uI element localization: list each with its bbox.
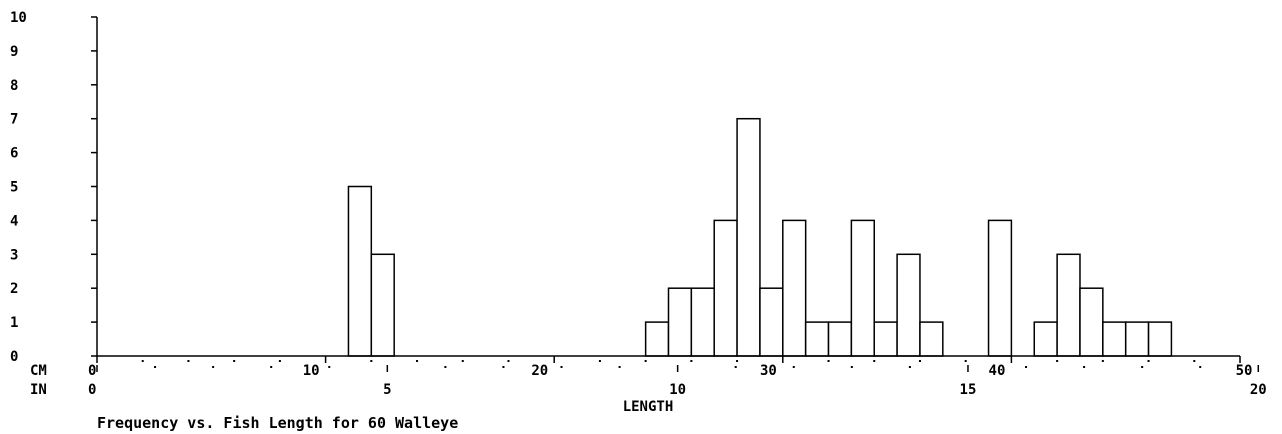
y-tick-label: 2 [10, 281, 18, 297]
x-minor-tick-in [1141, 366, 1144, 368]
histogram-bar [667, 287, 693, 357]
y-ticks [91, 16, 97, 357]
x-minor-tick [1056, 360, 1059, 362]
histogram-bar [690, 287, 715, 357]
x-minor-tick-in [328, 366, 331, 368]
x-minor-tick-in [618, 366, 621, 368]
histogram-bar [370, 253, 395, 357]
histogram-bar [347, 185, 373, 357]
histogram-bar [782, 219, 807, 357]
histogram-bar [987, 219, 1013, 357]
x-minor-tick [370, 360, 373, 362]
x-minor-tick [233, 360, 236, 362]
x-tick-labels-in: 0 5 10 15 20 [88, 382, 1267, 398]
x-minor-tick [736, 360, 739, 362]
histogram-bar [1033, 321, 1058, 357]
histogram-bar [644, 321, 670, 357]
y-tick-label: 3 [10, 247, 18, 263]
x-tick-label-cm: 0 [88, 363, 96, 379]
x-minor-tick-in [154, 366, 157, 368]
x-tick-label-cm: 50 [1236, 363, 1253, 379]
histogram-bar [1147, 321, 1173, 357]
x-tick-label-in: 0 [88, 382, 96, 398]
x-minor-tick [507, 360, 510, 362]
x-minor-tick [416, 360, 419, 362]
x-minor-tick-in [1083, 366, 1086, 368]
x-minor-tick [1101, 360, 1104, 362]
histogram-bar [1124, 321, 1150, 357]
histogram-bar [1102, 321, 1127, 357]
histogram-bar [919, 321, 944, 357]
x-minor-tick [918, 360, 921, 362]
x-minor-tick-in [850, 366, 853, 368]
x-minor-tick-in [734, 366, 737, 368]
histogram-bar [804, 321, 830, 357]
y-tick-label: 9 [10, 44, 18, 60]
histogram-bar [850, 219, 875, 357]
histogram-bar [759, 287, 784, 357]
x-tick-label-cm: 10 [303, 363, 320, 379]
x-tick-label-cm: 40 [989, 363, 1006, 379]
x-unit-label-in: IN [30, 382, 47, 398]
y-tick-label: 10 [10, 10, 27, 26]
x-minor-tick [187, 360, 190, 362]
x-minor-tick [873, 360, 876, 362]
x-minor-tick [964, 360, 967, 362]
x-minor-tick [598, 360, 601, 362]
y-tick-label: 0 [10, 349, 18, 365]
histogram-bar [827, 321, 853, 357]
x-tick-label-cm: 30 [760, 363, 777, 379]
y-tick-label: 8 [10, 78, 18, 94]
x-unit-label-cm: CM [30, 363, 47, 379]
y-tick-label: 6 [10, 146, 18, 162]
x-tick-label-in: 5 [383, 382, 391, 398]
chart-title: Frequency vs. Fish Length for 60 Walleye [97, 414, 458, 432]
x-minor-tick [1193, 360, 1196, 362]
histogram-bar [896, 253, 921, 357]
y-tick-label: 5 [10, 180, 18, 196]
y-tick-labels: 0 1 2 3 4 5 6 7 8 9 10 [10, 10, 27, 365]
x-minor-tick [461, 360, 464, 362]
x-minor-tick [827, 360, 830, 362]
x-minor-tick-in [444, 366, 447, 368]
x-minor-tick-in [502, 366, 505, 368]
x-minor-tick-in [908, 366, 911, 368]
x-minor-tick [690, 360, 693, 362]
x-axis-title: LENGTH [623, 399, 674, 415]
histogram-bar [1056, 253, 1081, 357]
x-minor-tick-in [1025, 366, 1028, 368]
x-tick-label-in: 20 [1250, 382, 1267, 398]
x-tick-labels-cm: 0 10 20 30 40 50 [88, 363, 1252, 379]
x-minor-tick [644, 360, 647, 362]
x-minor-tick-in [212, 366, 215, 368]
histogram-bars [347, 117, 1173, 357]
x-minor-tick-in [1199, 366, 1202, 368]
x-minor-tick [1147, 360, 1150, 362]
x-minor-tick [141, 360, 144, 362]
histogram-bar [1079, 287, 1104, 357]
x-minor-tick-in [270, 366, 273, 368]
y-tick-label: 1 [10, 315, 18, 331]
histogram-bar [736, 117, 761, 357]
histogram-bar [713, 219, 738, 357]
histogram-bar [873, 321, 898, 357]
x-tick-label-in: 15 [960, 382, 977, 398]
x-tick-label-cm: 20 [531, 363, 548, 379]
x-major-ticks [96, 356, 1260, 372]
x-minor-ticks [141, 360, 1202, 368]
x-minor-tick-in [560, 366, 563, 368]
x-tick-label-in: 10 [669, 382, 686, 398]
x-minor-tick-in [792, 366, 795, 368]
y-tick-label: 4 [10, 213, 18, 229]
y-tick-label: 7 [10, 112, 18, 128]
x-minor-tick [278, 360, 281, 362]
